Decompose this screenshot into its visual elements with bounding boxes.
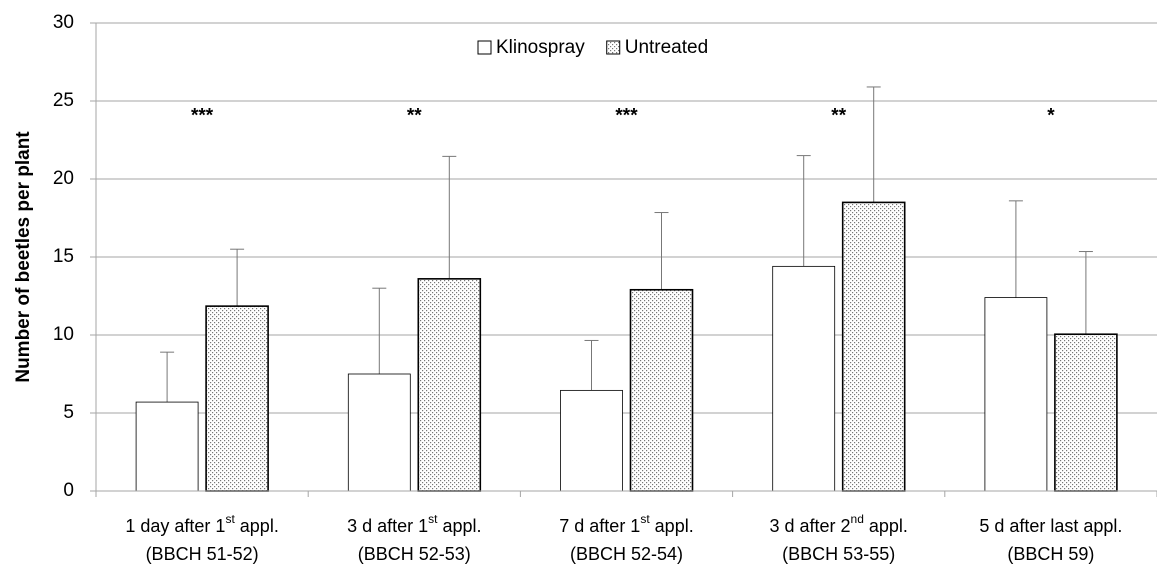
x-tick-label: 1 day after 1st appl.	[125, 512, 278, 536]
x-tick-label: (BBCH 53-55)	[782, 544, 895, 564]
legend-swatch	[606, 40, 621, 55]
x-tick-label: 7 d after 1st appl.	[559, 512, 693, 536]
x-tick-label: 3 d after 2nd appl.	[769, 512, 907, 536]
bar	[772, 265, 836, 492]
y-tick-label: 15	[53, 246, 74, 267]
bar	[984, 297, 1048, 492]
x-tick-label: (BBCH 52-53)	[358, 544, 471, 564]
legend-label: Klinospray	[496, 37, 585, 58]
bar	[1054, 333, 1118, 492]
bar	[205, 305, 269, 492]
bar	[560, 389, 623, 492]
bar	[347, 373, 411, 492]
y-tick-label: 5	[63, 402, 74, 423]
y-tick-label: 20	[53, 168, 74, 189]
significance-label: ***	[615, 106, 638, 127]
y-tick-label: 10	[53, 324, 74, 345]
bar	[629, 288, 694, 492]
significance-label: **	[831, 106, 846, 127]
x-tick-label: (BBCH 51-52)	[146, 544, 259, 564]
significance-label: **	[407, 106, 422, 127]
x-tick-label: (BBCH 52-54)	[570, 544, 683, 564]
bar	[417, 278, 482, 492]
y-tick-label: 0	[63, 480, 74, 501]
x-tick-label: (BBCH 59)	[1007, 544, 1094, 564]
significance-label: ***	[191, 106, 214, 127]
bar	[841, 201, 906, 492]
legend-swatch	[477, 40, 492, 55]
x-tick-label: 3 d after 1st appl.	[347, 512, 481, 536]
significance-label: *	[1047, 106, 1055, 127]
y-tick-label: 30	[53, 12, 74, 33]
legend-label: Untreated	[625, 37, 708, 58]
y-axis-title: Number of beetles per plant	[13, 131, 34, 383]
x-tick-label: 5 d after last appl.	[979, 516, 1122, 536]
bar	[135, 401, 199, 492]
y-tick-label: 25	[53, 90, 74, 111]
